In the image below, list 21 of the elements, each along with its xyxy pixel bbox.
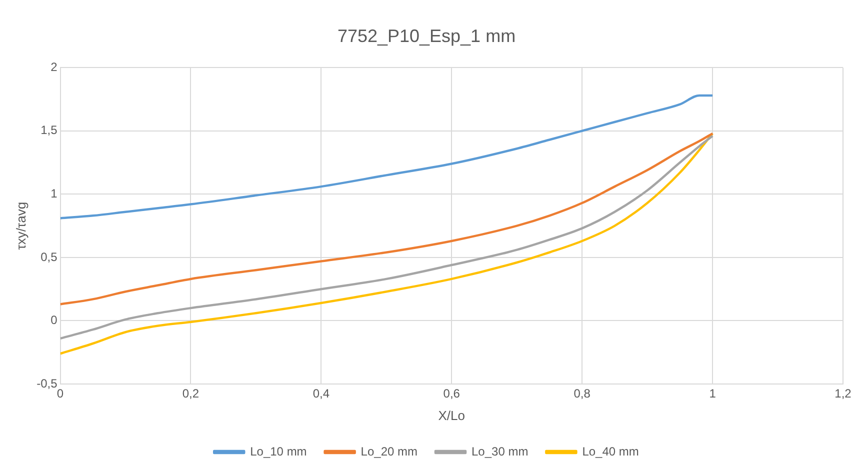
y-axis-title: τxy/τavg [13, 202, 28, 250]
legend-label: Lo_40 mm [582, 444, 639, 458]
x-axis-title: X/Lo [438, 408, 466, 423]
y-tick-label: 2 [50, 60, 58, 74]
chart-title: 7752_P10_Esp_1 mm [337, 26, 516, 46]
x-tick-label: 1,2 [834, 386, 852, 401]
line-series [60, 94, 714, 220]
x-tick-label: 1 [709, 386, 716, 401]
x-tick-label: 0,2 [182, 386, 200, 401]
x-tick-label: 0,6 [443, 386, 460, 401]
y-tick-label: 0 [50, 313, 58, 328]
legend-label: Lo_30 mm [472, 444, 528, 458]
y-tick-label: 0,5 [40, 250, 58, 264]
x-tick-label: 0,8 [574, 386, 591, 401]
line-series [60, 132, 714, 306]
y-tick-label: -0,5 [36, 376, 58, 390]
legend-label: Lo_20 mm [360, 444, 418, 458]
y-tick-label: 1,5 [40, 123, 58, 138]
x-tick-label: 0,4 [312, 386, 330, 401]
y-tick-label: 1 [50, 186, 58, 200]
legend-label: Lo_10 mm [250, 444, 307, 458]
